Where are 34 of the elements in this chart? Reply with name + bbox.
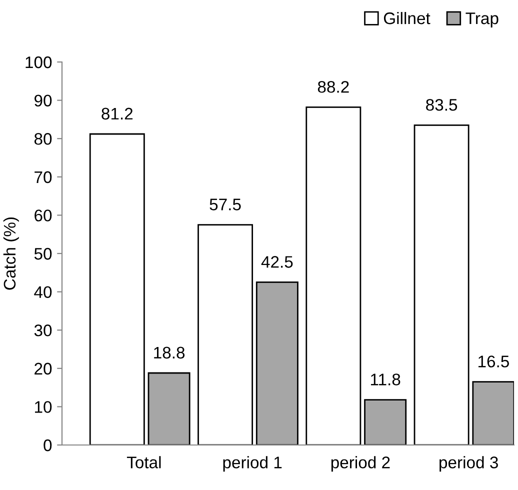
y-tick-label: 100 [26, 56, 52, 68]
bar [414, 124, 470, 445]
data-label: 57.5 [210, 198, 241, 210]
data-label: 11.8 [370, 374, 400, 386]
data-label: 18.8 [154, 346, 185, 359]
data-label: 42.5 [261, 256, 293, 268]
y-tick-label: 80 [34, 133, 52, 145]
y-tick-label: 60 [34, 210, 52, 222]
y-tick-label: 50 [34, 248, 52, 260]
x-tick-label: period 1 [223, 456, 282, 472]
x-tick-label: period 2 [331, 456, 390, 472]
bar [148, 372, 190, 445]
y-tick-label: 0 [44, 439, 52, 452]
x-tick-label: period 3 [440, 456, 498, 472]
y-axis-title: Catch (%) [3, 217, 19, 290]
bar [306, 106, 362, 445]
bar [89, 133, 145, 445]
legend-label: Gillnet [384, 12, 430, 24]
data-label: 83.5 [426, 98, 458, 111]
y-tick-label: 30 [34, 324, 52, 336]
y-tick-label: 40 [34, 286, 52, 298]
bar [256, 282, 298, 445]
data-label: 16.5 [478, 356, 509, 368]
y-tick-label: 20 [34, 362, 52, 375]
data-label: 88.2 [318, 80, 349, 93]
x-tick-label: Total [126, 456, 161, 468]
bar [198, 224, 254, 445]
y-tick-label: 90 [34, 94, 52, 107]
legend-label: Trap [466, 12, 498, 28]
y-tick-label: 70 [34, 171, 52, 184]
y-tick-label: 10 [35, 401, 52, 413]
bar [472, 381, 514, 445]
bar [364, 399, 407, 445]
data-label: 81.2 [102, 108, 133, 120]
